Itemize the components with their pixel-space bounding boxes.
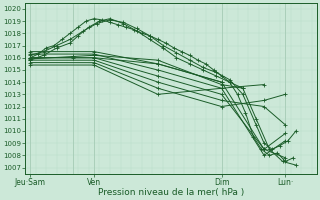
X-axis label: Pression niveau de la mer( hPa ): Pression niveau de la mer( hPa ) [98, 188, 244, 197]
